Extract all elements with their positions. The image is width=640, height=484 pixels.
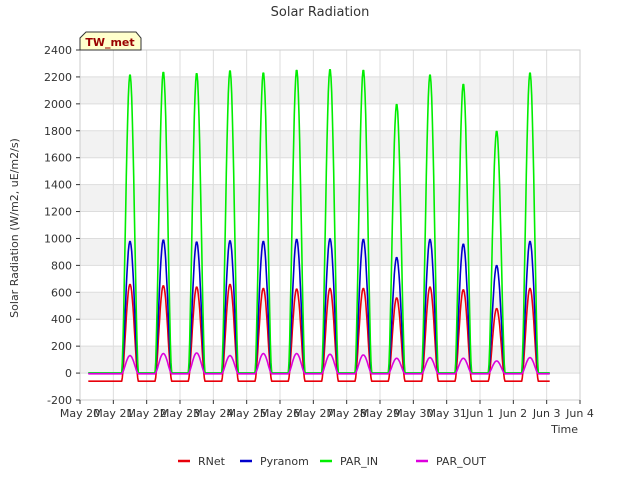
plot-band — [80, 184, 580, 212]
y-tick-label: -200 — [47, 394, 72, 407]
x-tick-label: May 24 — [193, 407, 233, 420]
x-tick-label: May 27 — [293, 407, 333, 420]
y-tick-label: 1800 — [44, 125, 72, 138]
x-axis-label: Time — [550, 423, 578, 436]
x-tick-label: May 20 — [60, 407, 100, 420]
x-tick-label: May 26 — [260, 407, 300, 420]
x-tick-label: Jun 1 — [465, 407, 494, 420]
y-tick-label: 1000 — [44, 232, 72, 245]
series-line-par-out — [88, 352, 550, 375]
chart-title: Solar Radiation — [271, 5, 370, 20]
x-tick-label: May 29 — [360, 407, 400, 420]
plot-band — [80, 373, 580, 400]
y-tick-label: 200 — [51, 340, 72, 353]
legend: RNet Pyranom PAR_IN PAR_OUT — [178, 455, 486, 468]
x-tick-label: May 31 — [427, 407, 467, 420]
legend-label-par-in: PAR_IN — [340, 455, 378, 468]
annotation-label: TW_met — [85, 36, 134, 49]
x-tick-label: May 30 — [393, 407, 433, 420]
y-tick-label: 1400 — [44, 179, 72, 192]
plot-band — [80, 238, 580, 266]
plot-band — [80, 76, 580, 104]
x-tick-label: May 28 — [327, 407, 367, 420]
plot-band — [80, 157, 580, 185]
series-line-rnet — [88, 283, 550, 382]
y-axis-ticks: -200 0 200 400 600 800 1000 1200 1400 1600 1800 200… — [44, 44, 80, 407]
y-tick-label: 2000 — [44, 98, 72, 111]
x-tick-label: May 23 — [160, 407, 200, 420]
legend-label-par-out: PAR_OUT — [436, 455, 486, 468]
y-axis-label: Solar Radiation (W/m2, uE/m2/s) — [8, 138, 21, 318]
plot-band — [80, 346, 580, 374]
plot-band — [80, 319, 580, 347]
y-tick-label: 0 — [65, 367, 72, 380]
annotation-tw-met: TW_met — [79, 31, 142, 51]
legend-label-rnet: RNet — [198, 455, 226, 468]
plot-frame — [79, 49, 581, 401]
y-tick-label: 1600 — [44, 152, 72, 165]
plot-band — [80, 292, 580, 320]
x-tick-label: Jun 4 — [565, 407, 594, 420]
legend-label-pyranom: Pyranom — [260, 455, 309, 468]
y-tick-label: 2400 — [44, 44, 72, 57]
x-tick-label: Jun 2 — [498, 407, 527, 420]
plot-band — [80, 211, 580, 239]
plot-band — [80, 103, 580, 131]
y-tick-label: 600 — [51, 286, 72, 299]
plot-band — [80, 130, 580, 158]
x-tick-label: May 21 — [93, 407, 133, 420]
series-lines — [88, 69, 550, 382]
plot-background-bands — [80, 50, 580, 400]
x-tick-label: Jun 3 — [532, 407, 561, 420]
y-tick-label: 400 — [51, 313, 72, 326]
y-tick-label: 2200 — [44, 71, 72, 84]
x-tick-label: May 25 — [227, 407, 267, 420]
y-tick-label: 800 — [51, 259, 72, 272]
y-tick-label: 1200 — [44, 206, 72, 219]
x-tick-label: May 22 — [127, 407, 167, 420]
